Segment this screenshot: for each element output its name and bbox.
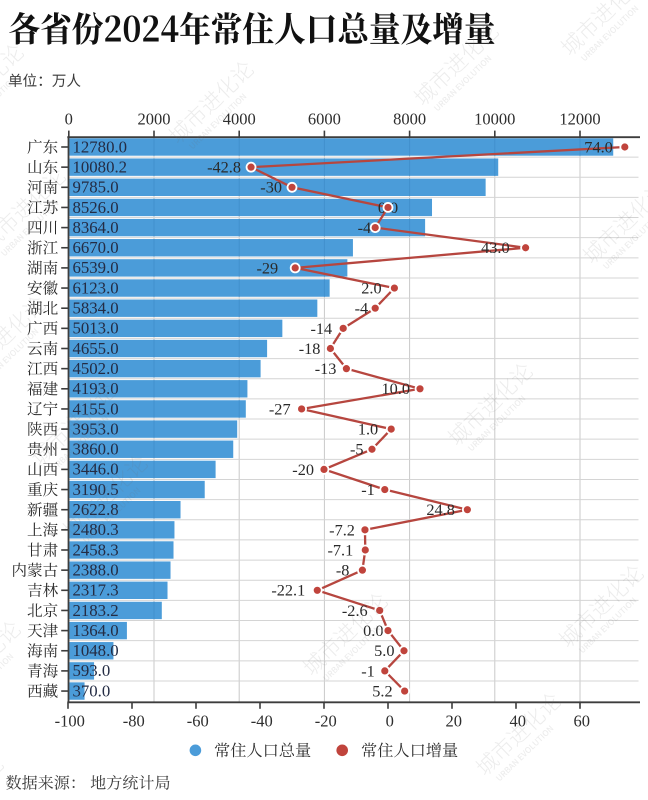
svg-text:370.0: 370.0 [73,681,111,700]
svg-text:-5: -5 [350,440,364,459]
svg-text:-22.1: -22.1 [271,581,305,600]
svg-text:2.0: 2.0 [361,278,381,297]
svg-text:-4: -4 [355,299,369,318]
svg-text:4155.0: 4155.0 [73,399,119,418]
svg-text:2183.2: 2183.2 [73,601,119,620]
svg-text:6539.0: 6539.0 [73,258,119,277]
svg-text:-42.8: -42.8 [207,158,241,177]
svg-text:2317.3: 2317.3 [73,581,119,600]
svg-text:-18: -18 [299,339,321,358]
svg-text:12780.0: 12780.0 [73,137,128,156]
svg-text:-7.2: -7.2 [329,520,355,539]
svg-text:1364.0: 1364.0 [73,621,119,640]
svg-text:12000: 12000 [559,110,600,129]
svg-text:74.0: 74.0 [584,137,613,156]
svg-text:6123.0: 6123.0 [73,278,119,297]
svg-text:10000: 10000 [474,110,515,129]
svg-text:4000: 4000 [223,110,256,129]
svg-text:10080.2: 10080.2 [73,157,128,176]
svg-text:20: 20 [446,712,463,731]
svg-text:-30: -30 [260,178,282,197]
svg-text:2480.3: 2480.3 [73,520,119,539]
svg-text:8000: 8000 [393,110,426,129]
svg-text:0: 0 [386,712,394,731]
svg-text:6670.0: 6670.0 [73,238,119,257]
svg-text:24.8: 24.8 [426,500,455,519]
svg-text:5.2: 5.2 [372,681,392,700]
svg-text:4655.0: 4655.0 [73,339,119,358]
svg-text:4193.0: 4193.0 [73,379,119,398]
svg-text:1048.0: 1048.0 [73,641,119,660]
svg-text:-14: -14 [310,319,332,338]
svg-text:5834.0: 5834.0 [73,299,119,318]
svg-text:8364.0: 8364.0 [73,218,119,237]
svg-text:-20: -20 [292,460,314,479]
svg-text:-7.1: -7.1 [327,540,353,559]
svg-text:9785.0: 9785.0 [73,178,119,197]
svg-text:3860.0: 3860.0 [73,440,119,459]
svg-text:3446.0: 3446.0 [73,460,119,479]
svg-text:1.0: 1.0 [358,420,378,439]
svg-text:-1: -1 [361,661,375,680]
svg-text:4502.0: 4502.0 [73,359,119,378]
svg-text:593.0: 593.0 [73,661,111,680]
svg-text:2388.0: 2388.0 [73,560,119,579]
svg-text:-27: -27 [269,399,291,418]
svg-text:-20: -20 [315,712,337,731]
svg-text:-100: -100 [55,712,85,731]
svg-text:2622.8: 2622.8 [73,500,119,519]
svg-text:-80: -80 [123,712,145,731]
svg-text:8526.0: 8526.0 [73,198,119,217]
svg-text:10.0: 10.0 [382,379,411,398]
svg-text:-1: -1 [361,480,375,499]
svg-text:5013.0: 5013.0 [73,319,119,338]
svg-text:-13: -13 [315,359,337,378]
svg-text:-4: -4 [358,218,372,237]
svg-text:-40: -40 [251,712,273,731]
svg-text:43.0: 43.0 [481,238,510,257]
svg-text:3953.0: 3953.0 [73,419,119,438]
svg-text:6000: 6000 [308,110,341,129]
svg-text:40: 40 [510,712,527,731]
svg-text:2000: 2000 [138,110,171,129]
svg-text:5.0: 5.0 [374,641,394,660]
svg-text:-2.6: -2.6 [342,601,368,620]
svg-text:0: 0 [65,110,73,129]
svg-text:60: 60 [574,712,591,731]
svg-text:-8: -8 [336,561,350,580]
svg-text:-60: -60 [187,712,209,731]
svg-text:2458.3: 2458.3 [73,540,119,559]
svg-text:-29: -29 [256,258,278,277]
